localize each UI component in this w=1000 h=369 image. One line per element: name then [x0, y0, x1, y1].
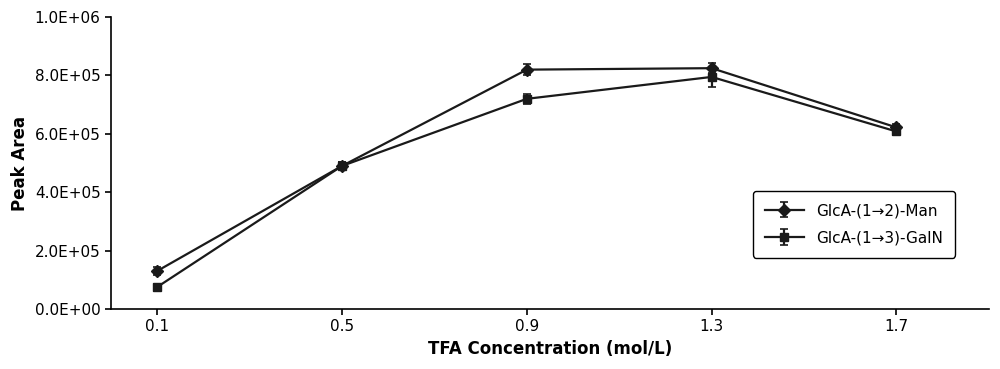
- Legend: GlcA-(1→2)-Man, GlcA-(1→3)-GalN: GlcA-(1→2)-Man, GlcA-(1→3)-GalN: [753, 191, 955, 258]
- X-axis label: TFA Concentration (mol/L): TFA Concentration (mol/L): [428, 340, 672, 358]
- Y-axis label: Peak Area: Peak Area: [11, 115, 29, 210]
